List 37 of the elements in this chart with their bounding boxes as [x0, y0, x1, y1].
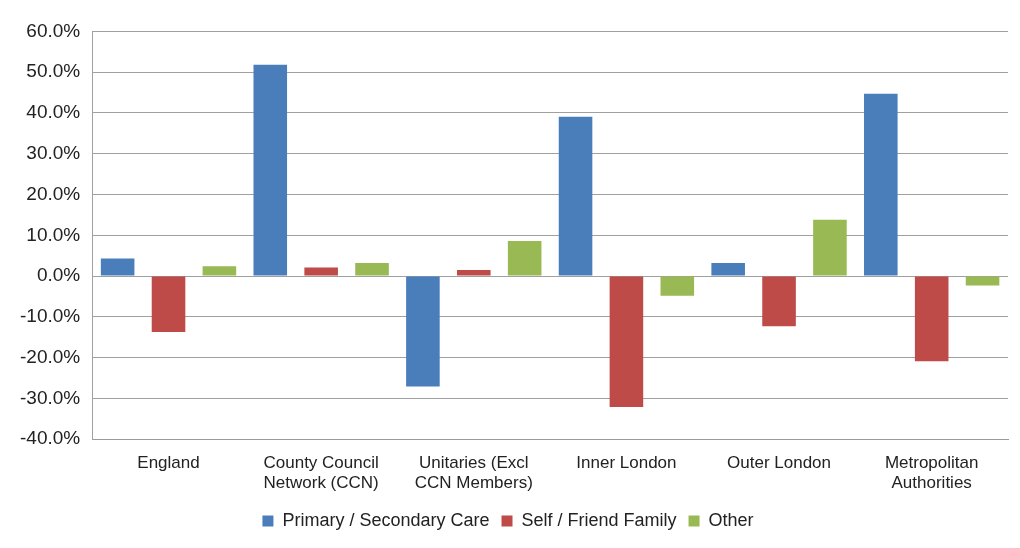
bar	[660, 276, 695, 296]
x-tick-label: Metropolitan Authorities	[884, 453, 979, 493]
bar	[304, 267, 338, 276]
y-tick-label: -30.0%	[20, 386, 81, 408]
x-tick-label: Unitaries (Excl CCN Members)	[414, 453, 533, 493]
bar	[100, 258, 135, 276]
legend-label: Other	[708, 509, 754, 530]
y-tick-label: 40.0%	[26, 101, 81, 123]
y-tick-label: 30.0%	[26, 141, 81, 163]
x-tick-label: Inner London	[576, 453, 677, 473]
y-tick-label: 50.0%	[26, 60, 81, 82]
legend-label: Primary / Secondary Care	[282, 509, 490, 530]
y-tick-label: -10.0%	[20, 305, 81, 327]
y-tick-label: 20.0%	[26, 182, 81, 204]
bar	[914, 276, 949, 362]
y-tick-label: 60.0%	[26, 19, 81, 41]
bar	[762, 276, 796, 327]
bar	[813, 219, 847, 276]
bar	[864, 93, 898, 276]
bar	[406, 276, 440, 387]
bar	[355, 263, 389, 276]
legend-label: Self / Friend Family	[521, 509, 677, 530]
bar	[253, 64, 288, 276]
bar	[711, 263, 745, 276]
bar	[151, 276, 186, 332]
bar	[507, 241, 542, 276]
y-tick-label: 0.0%	[36, 264, 81, 286]
y-tick-label: -20.0%	[20, 345, 81, 367]
y-tick-label: -40.0%	[20, 427, 81, 449]
x-tick-label: County Council Network (CCN)	[263, 453, 379, 493]
bar	[202, 266, 237, 276]
x-tick-label: Outer London	[727, 453, 832, 473]
bar	[558, 116, 593, 276]
bar	[609, 276, 644, 407]
x-tick-label: England	[137, 453, 200, 473]
y-tick-label: 10.0%	[26, 223, 81, 245]
bar	[456, 269, 491, 276]
